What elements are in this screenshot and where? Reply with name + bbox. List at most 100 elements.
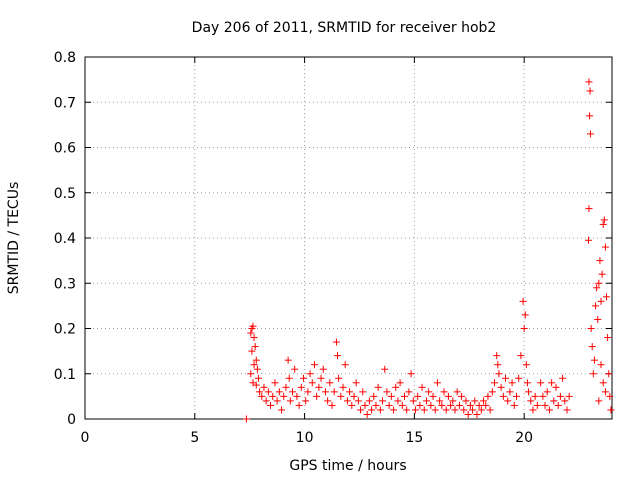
data-point <box>550 397 558 405</box>
data-point <box>601 388 609 396</box>
data-point <box>302 397 310 405</box>
data-point <box>339 383 347 391</box>
data-point <box>416 401 424 409</box>
data-point <box>563 406 571 414</box>
data-point <box>473 410 481 418</box>
y-tick-label: 0.5 <box>54 186 76 202</box>
data-point <box>512 392 520 400</box>
data-point <box>359 388 367 396</box>
data-point <box>464 410 472 418</box>
data-point <box>592 302 600 310</box>
data-point <box>275 388 283 396</box>
data-point <box>278 406 286 414</box>
data-point <box>522 361 530 369</box>
data-point <box>458 392 466 400</box>
data-point <box>587 325 595 332</box>
data-point <box>504 397 512 405</box>
data-point <box>543 388 551 396</box>
data-point <box>370 392 378 400</box>
data-point <box>586 112 594 120</box>
data-point <box>586 87 594 95</box>
data-point <box>250 361 258 369</box>
data-point <box>548 379 556 387</box>
data-point <box>447 401 455 409</box>
data-point <box>433 379 441 387</box>
data-point <box>477 406 485 414</box>
data-point <box>308 379 316 387</box>
data-point <box>541 401 549 409</box>
data-point <box>251 343 259 351</box>
data-point <box>590 356 598 364</box>
data-point <box>252 381 260 389</box>
data-point <box>453 388 461 396</box>
data-point <box>330 388 338 396</box>
data-point <box>332 338 340 346</box>
x-tick-label: 0 <box>81 430 90 446</box>
data-point <box>354 397 362 405</box>
data-point <box>588 343 596 351</box>
data-point <box>604 334 612 342</box>
data-point <box>420 406 428 414</box>
data-point <box>480 397 488 405</box>
data-point <box>449 397 457 405</box>
data-point <box>282 383 290 391</box>
data-point <box>510 401 518 409</box>
data-point <box>293 392 301 400</box>
data-point <box>484 392 492 400</box>
data-point <box>488 388 496 396</box>
data-point <box>335 374 343 382</box>
x-axis: 0 5 10 15 20 <box>81 57 533 446</box>
data-point <box>348 401 356 409</box>
data-point <box>508 379 516 387</box>
x-tick-label: 15 <box>405 430 423 446</box>
data-point <box>482 401 490 409</box>
data-point <box>431 406 439 414</box>
data-point <box>561 397 569 405</box>
data-point <box>392 383 400 391</box>
data-point <box>494 361 502 369</box>
y-tick-label: 0.8 <box>54 50 76 66</box>
data-point <box>425 388 433 396</box>
data-point <box>462 397 470 405</box>
data-point <box>350 392 358 400</box>
data-point <box>299 374 307 382</box>
data-point <box>383 388 391 396</box>
data-point <box>460 406 468 414</box>
data-point <box>289 388 297 396</box>
data-point <box>537 379 545 387</box>
data-point <box>390 406 398 414</box>
data-point <box>596 257 604 265</box>
data-point <box>427 401 435 409</box>
data-point <box>376 406 384 414</box>
y-axis: 0 0.1 0.2 0.3 0.4 0.5 0.6 0.7 0.8 <box>54 50 612 428</box>
data-point <box>284 356 292 364</box>
data-point <box>365 397 373 405</box>
data-point <box>531 392 539 400</box>
data-point <box>495 370 503 378</box>
data-point <box>597 361 605 369</box>
data-point <box>291 365 299 373</box>
data-point <box>559 374 567 382</box>
data-point <box>601 243 609 251</box>
data-point <box>607 406 615 414</box>
data-point <box>605 370 613 378</box>
data-point <box>595 397 603 405</box>
data-point <box>442 406 450 414</box>
data-point <box>357 406 365 414</box>
data-point <box>337 392 345 400</box>
data-point <box>539 392 547 400</box>
data-point <box>247 370 255 378</box>
data-point <box>379 397 387 405</box>
data-point <box>385 401 393 409</box>
x-tick-label: 20 <box>515 430 533 446</box>
data-point <box>248 347 256 355</box>
data-point <box>249 322 257 330</box>
data-point <box>363 410 371 418</box>
data-point <box>341 361 349 369</box>
data-point <box>527 397 535 405</box>
data-point <box>586 130 594 138</box>
data-point <box>502 374 510 382</box>
data-point <box>455 401 463 409</box>
